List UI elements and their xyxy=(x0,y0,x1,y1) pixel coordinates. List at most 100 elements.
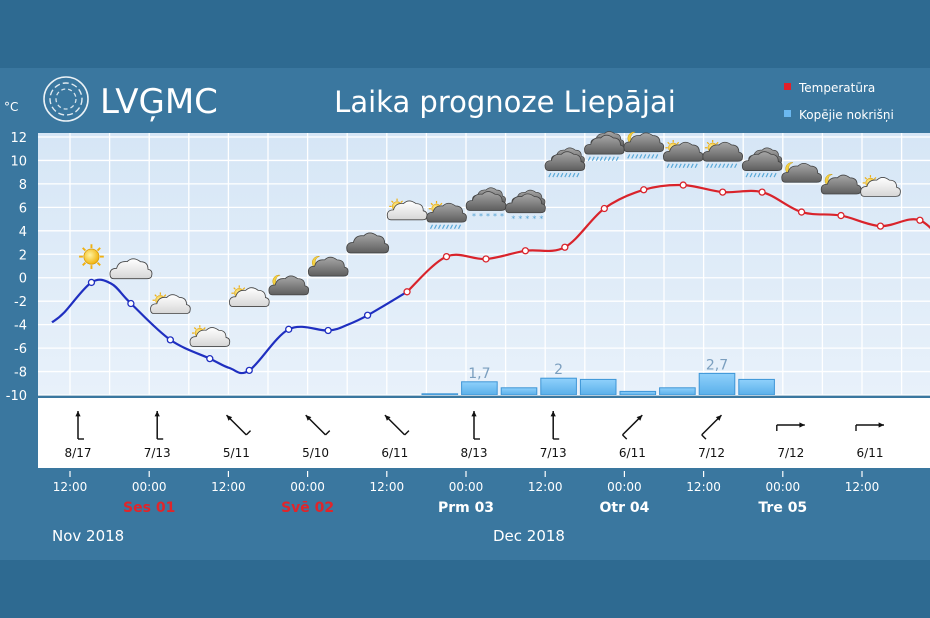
cloud-shape xyxy=(544,151,586,171)
wind-speed-label: 7/13 xyxy=(540,446,567,460)
sun-ray xyxy=(242,287,246,290)
y-tick-label: 0 xyxy=(19,272,27,287)
precipitation-labels: 1,7 2 2,7 xyxy=(468,357,728,381)
wind-row: 8/17 7/13 5/11 5/10 6/11 8/13 7/13 6/11 7/12 7/12… xyxy=(65,411,884,460)
rain-drop xyxy=(548,172,552,178)
temperature-point xyxy=(482,255,490,263)
cloud-rain-icon xyxy=(741,147,783,178)
temperature-point xyxy=(758,188,766,196)
cloud-body xyxy=(189,327,231,347)
cloud-rain-icon xyxy=(584,131,625,161)
sun-ray xyxy=(430,202,434,206)
time-label: 00:00 xyxy=(132,480,167,494)
y-tick-label: -8 xyxy=(14,366,27,381)
rain-drop xyxy=(718,163,722,169)
precipitation-bar xyxy=(738,378,775,395)
rain-drop xyxy=(761,172,765,178)
rain-drop xyxy=(572,172,576,178)
wind-barb xyxy=(622,434,628,440)
month-label-left: Nov 2018 xyxy=(52,527,124,545)
cloud-body xyxy=(544,151,586,171)
wind-north-west-icon: 6/11 xyxy=(381,414,410,460)
time-label: 12:00 xyxy=(370,480,405,494)
precipitation-bar xyxy=(500,387,538,395)
time-label: 00:00 xyxy=(290,480,325,494)
cloud-body xyxy=(623,132,665,153)
wind-north-west-icon: 5/10 xyxy=(302,414,331,460)
wind-speed-label: 6/11 xyxy=(857,446,884,460)
temperature-point xyxy=(87,278,96,287)
rain-drop xyxy=(734,163,738,169)
wind-north-icon: 7/13 xyxy=(540,411,567,460)
rain-drop xyxy=(682,163,686,169)
sun-ray xyxy=(203,327,206,330)
partly-cloudy-rain-icon xyxy=(702,139,743,169)
rain-drop xyxy=(445,224,450,230)
temperature-point xyxy=(521,247,530,255)
rain-drop xyxy=(773,172,777,178)
time-label: 00:00 xyxy=(607,480,642,494)
wind-arrow-head xyxy=(154,411,160,417)
sun-ray xyxy=(676,141,680,145)
precipitation-bar xyxy=(579,378,617,395)
precipitation-bar xyxy=(461,381,498,395)
y-tick-label: -10 xyxy=(6,389,27,404)
partly-cloudy-night-icon xyxy=(781,162,822,183)
chart-title: Laika prognoze Liepājai xyxy=(334,85,676,119)
rain-drop xyxy=(631,154,635,159)
rain-drop xyxy=(635,154,639,159)
day-label: Tre 05 xyxy=(758,500,807,516)
cloud-shape xyxy=(505,193,546,214)
precipitation-bar xyxy=(421,393,459,395)
logo-text: LVĢMC xyxy=(100,82,218,122)
partly-cloudy-icon xyxy=(860,175,901,197)
wind-strip xyxy=(38,398,930,468)
sun-ray xyxy=(391,200,394,204)
cloud-shape xyxy=(268,275,310,296)
rain-drop xyxy=(655,154,659,159)
rain-drop xyxy=(643,154,647,159)
cloud-snow-icon: * * * * * xyxy=(465,187,507,221)
temperature-point xyxy=(679,181,687,189)
temperature-point xyxy=(876,222,885,230)
rain-drop xyxy=(441,224,446,230)
sun-ray xyxy=(82,247,87,252)
cloud-body xyxy=(584,134,625,155)
rain-drop xyxy=(710,163,714,169)
rain-drop xyxy=(627,154,631,159)
wind-speed-label: 8/17 xyxy=(65,446,92,460)
y-tick-label: -2 xyxy=(14,295,27,310)
sun-ray xyxy=(400,200,403,204)
snowflake: * xyxy=(500,212,504,221)
legend-label-temperature: Temperatūra xyxy=(798,81,875,95)
wind-arrow-head xyxy=(715,415,722,421)
wind-arrow-head xyxy=(550,411,556,417)
wind-barb xyxy=(325,430,331,436)
precipitation-value-label: 2,7 xyxy=(706,357,728,373)
rain-drop xyxy=(587,156,591,161)
cloud-shape xyxy=(189,327,231,347)
cloud-body xyxy=(229,287,270,307)
cloud-snow-icon: * * * * * xyxy=(505,189,546,223)
rain-drop xyxy=(639,154,643,159)
cloud-body xyxy=(505,193,546,214)
wind-north-icon: 7/13 xyxy=(144,411,171,460)
sun-ray xyxy=(96,261,101,267)
temperature-point xyxy=(166,336,175,344)
temperature-point xyxy=(363,311,372,319)
temperature-point xyxy=(600,204,608,213)
wind-arrow-head xyxy=(305,415,312,421)
sun-ray xyxy=(864,177,868,180)
partly-cloudy-rain-icon xyxy=(662,139,704,169)
wind-arrow-head xyxy=(471,411,477,417)
rain-drop xyxy=(429,224,434,230)
cloud-shape xyxy=(109,258,153,280)
rain-drop xyxy=(714,163,718,169)
rain-drop xyxy=(437,224,442,230)
wind-north-icon: 8/13 xyxy=(461,411,488,460)
y-axis-ticks: 12 10 8 6 4 2 0 -2 -4 -6 -8 -10 xyxy=(6,131,27,404)
logo-mark-icon xyxy=(43,76,89,122)
sun-ray xyxy=(193,327,197,330)
wind-speed-label: 8/13 xyxy=(461,446,488,460)
sun-shape xyxy=(79,244,104,269)
